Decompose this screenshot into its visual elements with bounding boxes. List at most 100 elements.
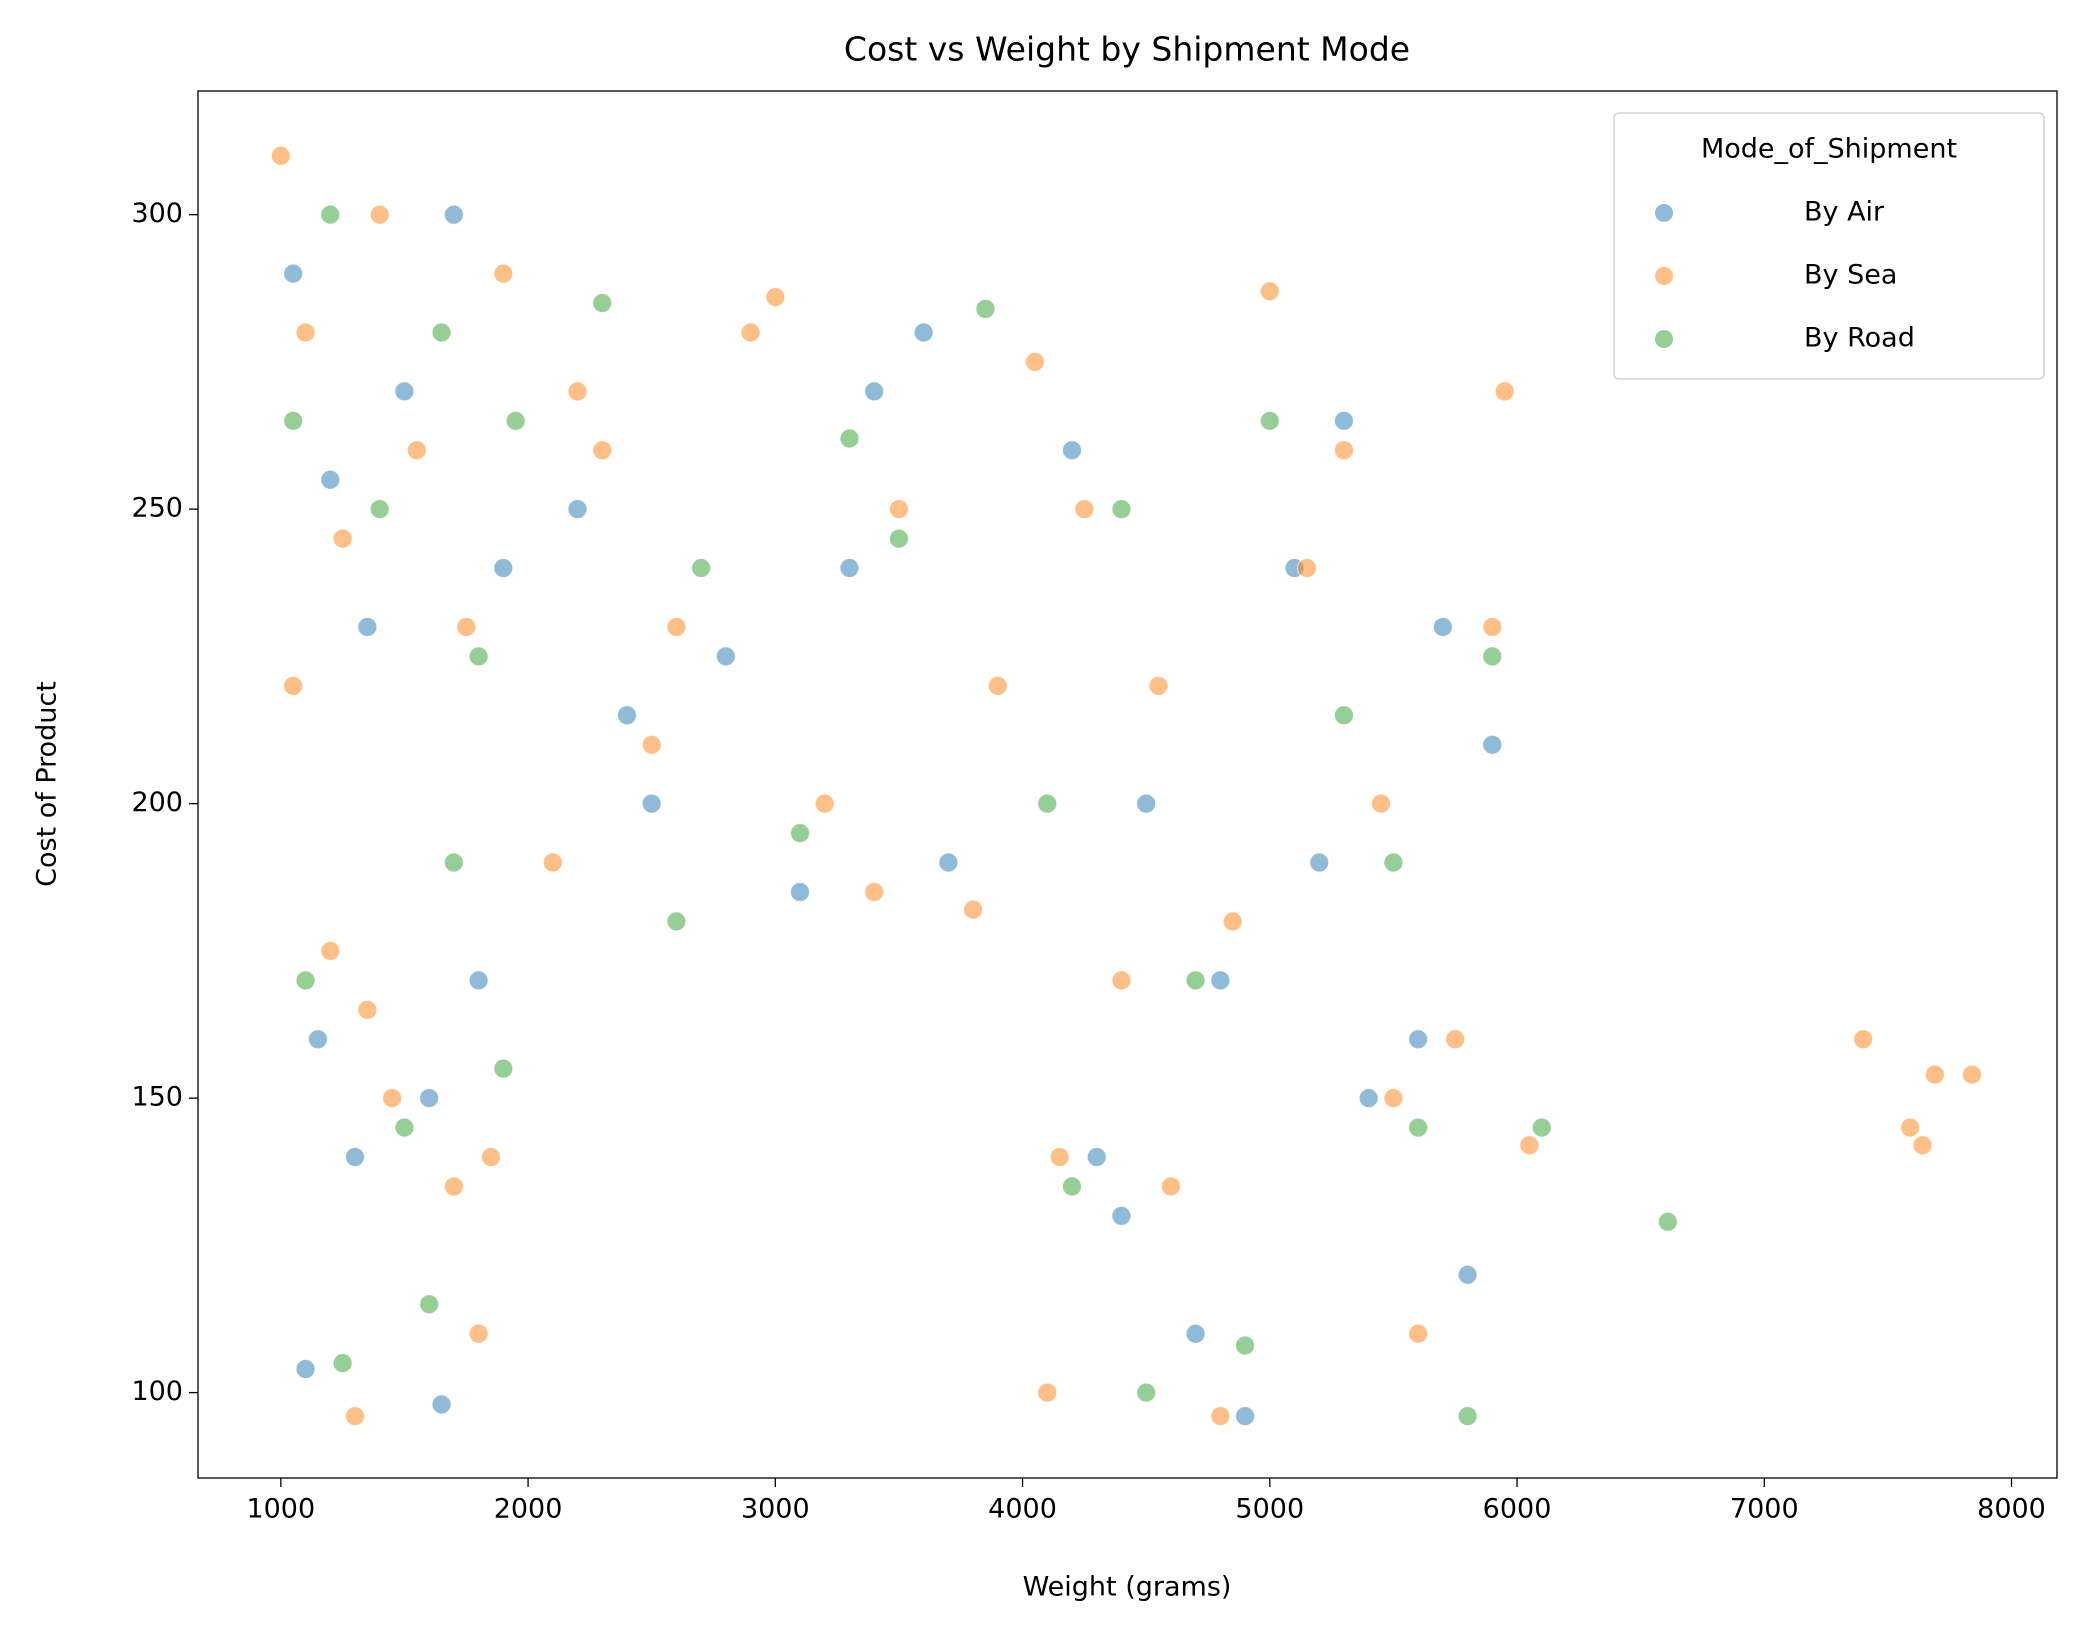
point [1259,281,1280,302]
point [888,528,909,549]
point [1333,440,1354,461]
x-tick-label: 7000 [1730,1494,1799,1525]
y-tick-label: 300 [131,198,183,229]
point [1136,1382,1157,1403]
x-tick-label: 6000 [1483,1494,1552,1525]
point [765,287,786,308]
x-tick-label: 5000 [1235,1494,1304,1525]
point [592,293,613,314]
point [419,1294,440,1315]
x-tick-label: 3000 [741,1494,810,1525]
point [1037,1382,1058,1403]
x-axis-label: Weight (grams) [1023,1572,1232,1603]
point [641,793,662,814]
legend-label: By Sea [1804,260,1897,291]
point [1408,1117,1429,1138]
point [1408,1029,1429,1050]
point [542,852,563,873]
point [715,646,736,667]
point [1061,1176,1082,1197]
point [1912,1135,1933,1156]
point [1432,616,1453,637]
series-points [283,204,1678,1427]
point [1086,1147,1107,1168]
point [1457,1264,1478,1285]
point [307,1029,328,1050]
point [1519,1135,1540,1156]
point [1259,410,1280,431]
legend-title: Mode_of_Shipment [1701,134,1957,165]
point [1853,1029,1874,1050]
legend-marker [1654,203,1674,223]
point [443,204,464,225]
point [394,381,415,402]
point [480,1147,501,1168]
point [357,999,378,1020]
point [592,440,613,461]
point [1494,381,1515,402]
point [1309,852,1330,873]
point [1210,970,1231,991]
point [431,322,452,343]
point [1037,793,1058,814]
point [1482,646,1503,667]
point [456,616,477,637]
point [406,440,427,461]
point [963,899,984,920]
point [1024,351,1045,372]
point [332,528,353,549]
y-axis-label: Cost of Product [32,681,63,887]
point [814,793,835,814]
point [1961,1064,1982,1085]
point [468,1323,489,1344]
point [1900,1117,1921,1138]
point [295,970,316,991]
y-tick-label: 100 [131,1376,183,1407]
point [1111,1205,1132,1226]
point [283,675,304,696]
x-tick-label: 1000 [246,1494,315,1525]
point [1383,1088,1404,1109]
point [790,881,811,902]
y-tick-label: 250 [131,493,183,524]
point [270,145,291,166]
point [1383,852,1404,873]
legend-box [1613,112,2045,380]
x-tick-label: 2000 [494,1494,563,1525]
legend-label: By Road [1804,323,1915,354]
point [1333,410,1354,431]
point [382,1088,403,1109]
point [1235,1335,1256,1356]
point [419,1088,440,1109]
legend-marker [1654,329,1674,349]
point [864,381,885,402]
point [394,1117,415,1138]
point [1160,1176,1181,1197]
point [468,646,489,667]
point [344,1406,365,1427]
point [443,852,464,873]
plot-frame [197,90,2058,1479]
point [295,322,316,343]
point [1210,1406,1231,1427]
point [1185,1323,1206,1344]
point [567,381,588,402]
point [1482,734,1503,755]
point [1185,970,1206,991]
point [493,558,514,579]
point [691,558,712,579]
point [1333,705,1354,726]
point [1457,1406,1478,1427]
point [1049,1147,1070,1168]
y-tick-label: 200 [131,787,183,818]
point [666,911,687,932]
point [493,1058,514,1079]
y-tick-label: 150 [131,1082,183,1113]
point [283,263,304,284]
point [975,298,996,319]
point [1445,1029,1466,1050]
point [295,1359,316,1380]
point [493,263,514,284]
point [344,1147,365,1168]
